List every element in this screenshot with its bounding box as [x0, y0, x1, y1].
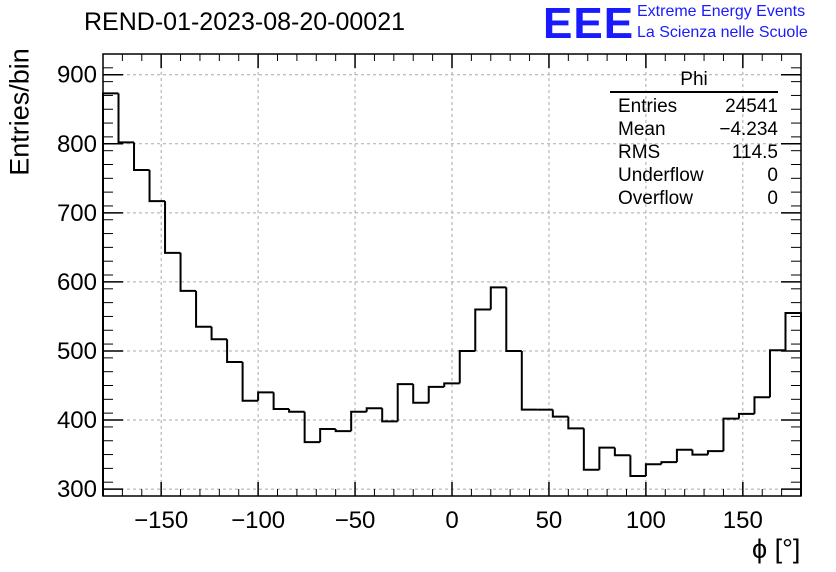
stats-value: 24541 — [725, 96, 778, 117]
stats-label: Underflow — [618, 165, 704, 186]
histogram-bin — [272, 392, 290, 410]
histogram-bin — [241, 362, 259, 402]
stats-label: Overflow — [618, 188, 693, 209]
histogram-bin — [691, 449, 708, 456]
y-tick-label: 300 — [57, 476, 97, 503]
stats-value: −4.234 — [719, 119, 778, 140]
histogram-bin — [567, 416, 584, 430]
stats-row-rms: RMS 114.5 — [610, 141, 778, 164]
y-tick-label: 800 — [57, 131, 97, 158]
x-tick-label: −50 — [335, 507, 376, 534]
x-tick-label: 150 — [723, 507, 763, 534]
y-tick-label: 500 — [57, 338, 97, 365]
tick-labels: −150 −100 −50 0 50 100 150 300 400 500 600 700 800 90… — [57, 62, 763, 534]
histogram-bin — [257, 391, 274, 401]
chart-title: REND-01-2023-08-20-00021 — [84, 8, 406, 36]
eee-logo: EEE — [543, 0, 635, 48]
histogram-bin — [427, 385, 445, 403]
histogram-bin — [288, 408, 305, 413]
histogram-bin — [117, 93, 135, 144]
stats-label: Entries — [618, 96, 678, 117]
stats-row-overflow: Overflow 0 — [610, 187, 778, 210]
histogram-bin — [489, 286, 507, 310]
histogram-bin — [210, 326, 228, 341]
x-tick-label: 0 — [445, 507, 458, 534]
stats-divider — [610, 91, 778, 93]
y-tick-label: 900 — [57, 62, 97, 89]
x-tick-label: 50 — [536, 507, 563, 534]
histogram-bin — [365, 407, 383, 412]
histogram-bin — [148, 170, 166, 203]
histogram-bin — [675, 448, 693, 463]
y-tick-label: 400 — [57, 407, 97, 434]
stats-row-mean: Mean −4.234 — [610, 118, 778, 141]
stats-value: 114.5 — [731, 142, 778, 163]
y-axis-label: Entries/bin — [4, 48, 35, 176]
histogram-bin — [629, 455, 646, 477]
histogram-bin — [737, 412, 755, 419]
histogram-bin — [350, 410, 367, 432]
logo-line-2: La Scienza nelle Scuole — [637, 24, 808, 41]
histogram-bin — [319, 428, 336, 443]
histogram-bin — [582, 428, 600, 471]
histogram-bin — [102, 92, 119, 496]
histogram-bin — [598, 446, 615, 470]
axis-ticks — [102, 53, 802, 497]
histogram-bin — [133, 142, 150, 172]
stats-row-underflow: Underflow 0 — [610, 164, 778, 187]
x-tick-label: 100 — [626, 507, 666, 534]
histogram-bin — [381, 408, 398, 423]
histogram-bin — [520, 350, 538, 411]
x-axis-label: ϕ [°] — [752, 534, 801, 564]
histogram-bin — [722, 417, 739, 452]
logo-line-1: Extreme Energy Events — [637, 3, 806, 20]
stats-value: 0 — [767, 165, 778, 186]
stats-label: RMS — [618, 142, 661, 163]
stats-title: Phi — [680, 69, 708, 90]
histogram-bin — [179, 252, 197, 292]
histogram-bin — [412, 384, 429, 404]
histogram-bin — [706, 450, 724, 455]
histogram-bin — [195, 290, 212, 328]
histogram-bin — [458, 349, 476, 384]
y-tick-label: 600 — [57, 269, 97, 296]
y-tick-label: 700 — [57, 200, 97, 227]
stats-box: Phi Entries 24541 Mean −4.234 RMS 114.5 … — [610, 70, 778, 210]
histogram-bin — [396, 383, 414, 422]
x-tick-label: −150 — [134, 507, 188, 534]
histogram-bin — [505, 287, 522, 352]
histogram-bin — [474, 308, 491, 351]
histogram-bin — [753, 396, 770, 414]
histogram-bin — [334, 429, 352, 433]
histogram-bin — [164, 201, 181, 254]
stats-value: 0 — [767, 188, 778, 209]
stats-label: Mean — [618, 119, 666, 140]
histogram-bin — [226, 339, 243, 364]
x-tick-label: −100 — [231, 507, 285, 534]
histogram-bin — [768, 349, 786, 398]
histogram-bin — [613, 447, 631, 457]
histogram-bin — [303, 411, 321, 444]
stats-row-entries: Entries 24541 — [610, 95, 778, 118]
histogram-bin — [443, 382, 460, 387]
histogram-bin — [644, 463, 662, 476]
histogram-bin — [660, 461, 677, 465]
histogram-bin — [551, 409, 569, 418]
